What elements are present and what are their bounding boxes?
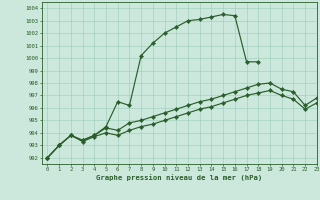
X-axis label: Graphe pression niveau de la mer (hPa): Graphe pression niveau de la mer (hPa) (96, 175, 262, 181)
